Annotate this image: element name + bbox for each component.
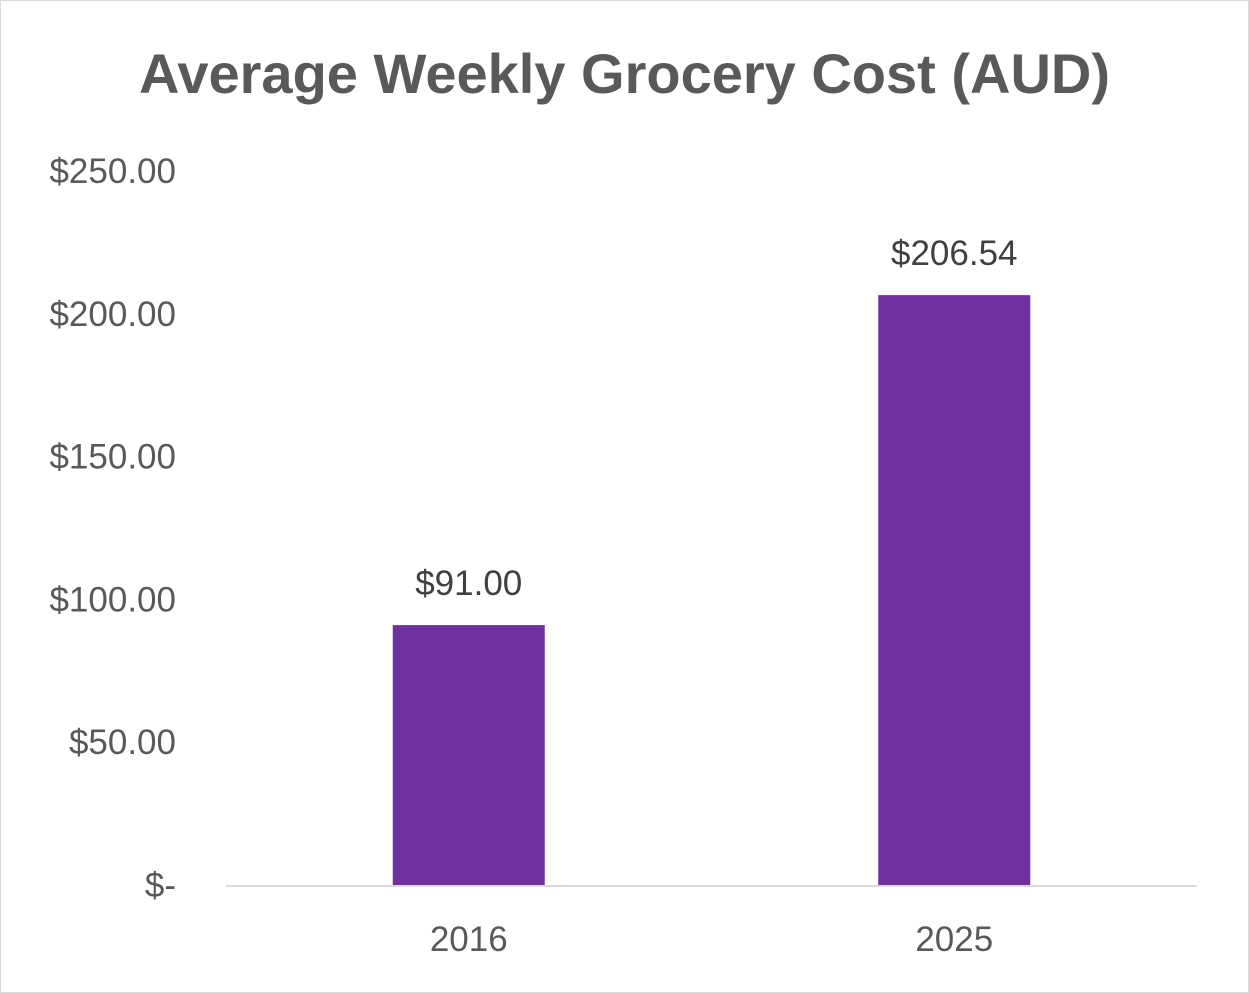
x-tick-label: 2025 bbox=[915, 920, 993, 959]
y-tick-label: $200.00 bbox=[49, 295, 176, 334]
data-label: $91.00 bbox=[415, 564, 522, 603]
chart-title: Average Weekly Grocery Cost (AUD) bbox=[138, 42, 1110, 105]
y-tick-label: $- bbox=[145, 866, 176, 905]
y-tick-label: $100.00 bbox=[49, 580, 176, 619]
bar bbox=[878, 295, 1031, 885]
y-tick-label: $150.00 bbox=[49, 438, 176, 477]
y-tick-label: $50.00 bbox=[69, 723, 176, 762]
x-tick-label: 2016 bbox=[430, 920, 508, 959]
y-tick-label: $250.00 bbox=[49, 152, 176, 191]
bar bbox=[392, 625, 545, 885]
data-label: $206.54 bbox=[891, 234, 1018, 273]
